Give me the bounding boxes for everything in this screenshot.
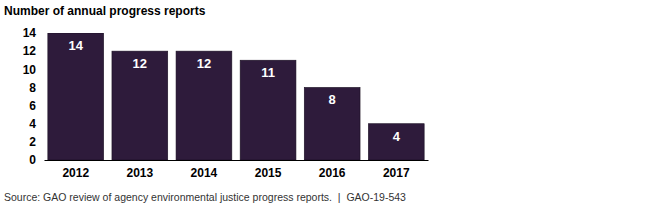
x-tick: 2016	[319, 160, 346, 180]
bars	[48, 33, 424, 160]
y-tick: 14	[23, 26, 44, 40]
y-tick: 6	[29, 99, 44, 113]
source: Source: GAO review of agency environment…	[4, 191, 406, 203]
y-axis: 0 2 4 6 8 10 12 14	[23, 26, 45, 167]
y-tick-label: 0	[29, 153, 36, 167]
x-axis-line	[45, 160, 429, 161]
y-tick-label: 10	[23, 63, 37, 77]
y-tick-label: 8	[29, 81, 36, 95]
chart: Number of annual progress reports 0 2 4 6 8 10…	[0, 0, 650, 209]
y-tick: 10	[23, 63, 44, 77]
bar	[240, 60, 296, 160]
data-label: 14	[68, 38, 83, 53]
data-label: 11	[261, 65, 275, 80]
x-tick-label: 2017	[383, 166, 410, 180]
x-tick-label: 2012	[62, 166, 89, 180]
data-label: 12	[197, 56, 211, 71]
title: Number of annual progress reports	[4, 4, 206, 18]
y-tick: 2	[29, 135, 44, 149]
x-tick-label: 2013	[126, 166, 153, 180]
y-tick-label: 14	[23, 26, 37, 40]
y-tick: 12	[23, 44, 44, 58]
y-tick-label: 12	[23, 44, 37, 58]
x-tick-label: 2014	[191, 166, 218, 180]
x-tick-label: 2015	[255, 166, 282, 180]
bar	[304, 87, 360, 160]
y-tick: 4	[29, 117, 44, 131]
y-tick-label: 4	[29, 117, 36, 131]
data-labels: 14 12 12 11 8 4	[68, 38, 400, 144]
x-tick: 2013	[126, 160, 153, 180]
bar	[176, 51, 232, 160]
data-label: 8	[329, 92, 336, 107]
y-tick-label: 2	[29, 135, 36, 149]
x-tick: 2015	[255, 160, 282, 180]
data-label: 12	[133, 56, 147, 71]
bar	[48, 33, 104, 160]
x-tick-label: 2016	[319, 166, 346, 180]
y-axis-line	[44, 34, 45, 161]
y-tick: 0	[29, 153, 44, 167]
x-tick: 2017	[383, 160, 410, 180]
x-tick: 2014	[191, 160, 218, 180]
bar	[368, 124, 424, 160]
data-label: 4	[393, 129, 401, 144]
y-tick: 8	[29, 81, 44, 95]
x-tick: 2012	[62, 160, 89, 180]
y-tick-label: 6	[29, 99, 36, 113]
bar	[112, 51, 168, 160]
x-axis: 2012 2013 2014 2015 2016 2017	[45, 160, 429, 180]
